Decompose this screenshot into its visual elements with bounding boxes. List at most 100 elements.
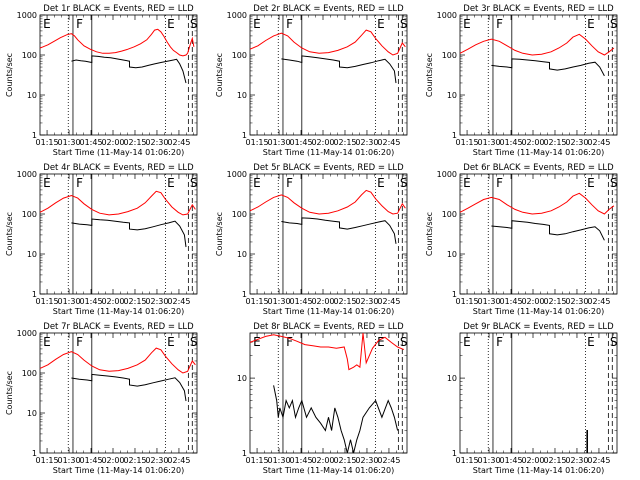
plot-frame [39, 332, 198, 454]
series-lld-red [249, 29, 406, 56]
x-tick-label: 02:15 [333, 297, 356, 306]
interval-marker-F: F [286, 335, 293, 349]
interval-marker-S: S [610, 176, 618, 190]
y-tick-label: 1 [32, 131, 37, 140]
interval-marker-E: E [43, 176, 51, 190]
y-tick-label: 100 [442, 210, 457, 219]
panel-3: Det 3r BLACK = Events, RED = LLD 1 10 100 10… [425, 4, 618, 157]
x-tick-label: 01:45 [499, 456, 522, 465]
series-events-black [281, 217, 397, 244]
x-tick-label: 01:15 [36, 138, 59, 147]
x-tick-label: 02:45 [587, 456, 610, 465]
x-tick-label: 02:00 [101, 297, 124, 306]
x-tick-label: 01:15 [36, 297, 59, 306]
y-tick-label: 100 [22, 210, 37, 219]
panel-title: Det 9r BLACK = Events, RED = LLD [463, 322, 614, 332]
x-tick-label: 01:45 [79, 297, 102, 306]
x-tick-label: 02:15 [123, 456, 146, 465]
x-tick-label: 01:30 [58, 456, 81, 465]
y-tick-label: 1000 [437, 11, 457, 20]
x-tick-label: 01:15 [456, 456, 479, 465]
interval-marker-E: E [377, 17, 385, 31]
panel-title: Det 8r BLACK = Events, RED = LLD [253, 322, 404, 332]
x-tick-label: 02:45 [167, 138, 190, 147]
y-axis-label: Counts/sec [5, 212, 14, 256]
x-tick-label: 02:15 [333, 456, 356, 465]
y-axis-label: Counts/sec [5, 371, 14, 415]
x-tick-label: 01:30 [478, 456, 501, 465]
y-tick-label: 1 [242, 290, 247, 299]
y-tick-label: 1 [242, 131, 247, 140]
y-tick-label: 10 [27, 91, 37, 100]
series-events-black [281, 55, 397, 84]
panel-5: Det 5r BLACK = Events, RED = LLD 1 10 100 10… [215, 163, 408, 316]
panel-8: Det 8r BLACK = Events, RED = LLD 1 10 01:15… [237, 322, 408, 475]
y-tick-label: 100 [232, 210, 247, 219]
interval-marker-S: S [400, 176, 408, 190]
x-tick-label: 02:45 [377, 138, 400, 147]
plot-frame [249, 332, 408, 454]
y-tick-label: 1 [452, 290, 457, 299]
panel-4: Det 4r BLACK = Events, RED = LLD 1 10 100 10… [5, 163, 198, 316]
x-tick-label: 02:45 [377, 456, 400, 465]
x-axis-label: Start Time (11-May-14 01:06:20) [473, 307, 604, 316]
y-tick-label: 1000 [227, 170, 247, 179]
x-tick-label: 02:00 [311, 138, 334, 147]
interval-marker-E: E [253, 176, 261, 190]
x-axis-label: Start Time (11-May-14 01:06:20) [53, 307, 184, 316]
interval-marker-E: E [43, 17, 51, 31]
y-tick-label: 100 [22, 51, 37, 60]
interval-marker-E: E [463, 17, 471, 31]
y-axis-label: Counts/sec [425, 53, 434, 97]
y-tick-label: 100 [22, 369, 37, 378]
x-tick-label: 01:30 [478, 138, 501, 147]
interval-marker-E: E [167, 176, 175, 190]
panel-9: Det 9r BLACK = Events, RED = LLD 1 10 01:15… [447, 322, 618, 475]
interval-marker-S: S [400, 335, 408, 349]
x-tick-label: 02:00 [311, 297, 334, 306]
x-tick-label: 01:15 [246, 456, 269, 465]
y-tick-label: 10 [447, 374, 457, 383]
x-tick-label: 01:45 [499, 297, 522, 306]
y-tick-label: 1 [242, 449, 247, 458]
interval-marker-E: E [587, 335, 595, 349]
x-tick-label: 01:30 [268, 138, 291, 147]
y-tick-label: 100 [442, 51, 457, 60]
plot-frame [39, 173, 198, 295]
plot-frame [459, 332, 618, 454]
interval-marker-F: F [76, 176, 83, 190]
x-axis-label: Start Time (11-May-14 01:06:20) [473, 466, 604, 475]
x-tick-label: 02:45 [167, 456, 190, 465]
y-axis-label: Counts/sec [215, 212, 224, 256]
y-tick-label: 10 [237, 91, 247, 100]
x-tick-label: 02:15 [333, 138, 356, 147]
plot-frame [249, 14, 408, 136]
x-axis-label: Start Time (11-May-14 01:06:20) [263, 148, 394, 157]
interval-marker-E: E [463, 335, 471, 349]
y-tick-label: 10 [237, 374, 247, 383]
x-tick-label: 02:00 [521, 138, 544, 147]
interval-marker-E: E [167, 17, 175, 31]
x-tick-label: 02:30 [145, 456, 168, 465]
plot-frame [459, 173, 618, 295]
panel-title: Det 7r BLACK = Events, RED = LLD [43, 322, 194, 332]
x-tick-label: 01:15 [456, 138, 479, 147]
interval-marker-S: S [400, 17, 408, 31]
interval-marker-S: S [610, 335, 618, 349]
y-axis-label: Counts/sec [5, 53, 14, 97]
series-lld-red [459, 192, 615, 215]
interval-marker-E: E [43, 335, 51, 349]
x-tick-label: 01:45 [289, 138, 312, 147]
series-lld-red [459, 33, 615, 56]
panel-1: Det 1r BLACK = Events, RED = LLD 1 10 100 10… [5, 4, 198, 157]
x-tick-label: 01:30 [268, 456, 291, 465]
panel-title: Det 4r BLACK = Events, RED = LLD [43, 163, 194, 173]
series-events-black [586, 430, 588, 453]
interval-marker-E: E [377, 335, 385, 349]
y-axis-label: Counts/sec [215, 53, 224, 97]
y-tick-label: 10 [447, 250, 457, 259]
x-tick-label: 01:30 [58, 138, 81, 147]
interval-marker-F: F [496, 176, 503, 190]
interval-marker-F: F [76, 335, 83, 349]
